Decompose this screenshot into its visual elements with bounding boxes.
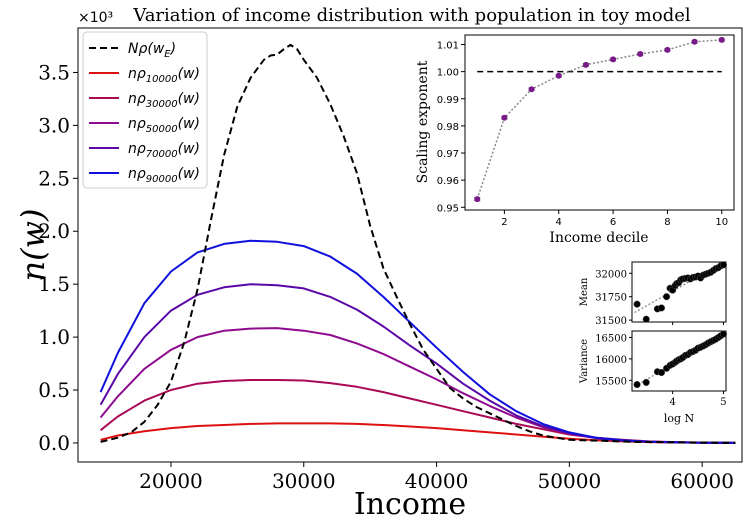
inset-exponent-x-tick-label: 4 <box>556 217 562 228</box>
inset-exponent-y-tick-label: 0.96 <box>437 176 459 187</box>
inset-exponent-y-tick-label: 1.01 <box>437 40 459 51</box>
exponent-point <box>637 50 644 57</box>
legend-label-3: nρ50000(w) <box>128 116 200 135</box>
inset-variance-x-tick-label: 4 <box>669 397 675 408</box>
inset-variance-y-tick-label: 16000 <box>595 355 627 366</box>
inset-mean-point <box>642 315 650 323</box>
exponent-trend-line <box>476 39 722 200</box>
legend-label-5: nρ90000(w) <box>128 166 200 185</box>
inset-variance-point <box>657 369 666 377</box>
y-tick-label: 1.0 <box>38 325 70 349</box>
inset-mean-point <box>657 304 666 312</box>
inset-exponent-y-tick-label: 0.99 <box>437 95 459 106</box>
inset-exponent-x-tick-label: 10 <box>715 217 728 228</box>
inset-exponent-y-tick-label: 0.97 <box>437 149 459 160</box>
y-tick-label: 0.5 <box>38 378 70 402</box>
inset-exponent-y-tick-label: 0.95 <box>437 203 459 214</box>
y-tick-label: 2.0 <box>38 219 70 243</box>
exponent-point <box>610 56 617 63</box>
exponent-point <box>718 36 725 43</box>
exponent-point <box>664 46 671 53</box>
inset-variance-point <box>633 381 641 389</box>
exponent-point <box>528 86 535 93</box>
exponent-point <box>582 61 589 68</box>
inset-mean-y-tick-label: 31500 <box>595 316 627 327</box>
exponent-point <box>501 114 508 121</box>
x-tick-label: 40000 <box>405 469 469 493</box>
exponent-point <box>555 72 562 79</box>
inset-exponent-y-tick-label: 1.00 <box>437 68 459 79</box>
exponent-point <box>474 196 481 203</box>
y-scale-label: ×10³ <box>78 10 113 26</box>
y-tick-label: 0.0 <box>38 431 70 455</box>
inset-exponent-x-tick-label: 2 <box>501 217 507 228</box>
series-line-0 <box>100 43 736 444</box>
inset-mean-point <box>719 261 728 269</box>
main-y-axis-label: n(w) <box>14 209 52 282</box>
inset-exponent-x-tick-label: 6 <box>610 217 616 228</box>
inset-exponent-y-tick-label: 0.98 <box>437 122 459 133</box>
x-tick-label: 30000 <box>272 469 336 493</box>
y-tick-label: 3.0 <box>38 113 70 137</box>
inset-variance-y-tick-label: 16500 <box>595 333 627 344</box>
x-tick-label: 20000 <box>139 469 203 493</box>
legend-label-2: nρ30000(w) <box>128 91 200 110</box>
inset-exponent-x-label: Income decile <box>549 230 648 246</box>
legend-label-0: Nρ(wE) <box>128 41 176 60</box>
legend-label-4: nρ70000(w) <box>128 141 200 160</box>
inset-mean-point <box>663 293 671 301</box>
inset-variance-x-tick-label: 5 <box>720 397 726 408</box>
x-tick-label: 50000 <box>538 469 602 493</box>
inset-exponent-plot-area <box>464 34 735 211</box>
inset-exponent-y-label: Scaling exponent <box>415 60 431 183</box>
exponent-point <box>691 38 698 45</box>
legend-label-1: nρ10000(w) <box>128 66 200 85</box>
y-tick-label: 3.5 <box>38 60 70 84</box>
inset-mean-y-label: Mean <box>579 277 590 306</box>
x-tick-label: 60000 <box>670 469 734 493</box>
chart-title: Variation of income distribution with po… <box>132 5 691 26</box>
main-x-axis-label: Income <box>354 487 466 522</box>
inset-mean-y-tick-label: 31750 <box>595 293 627 304</box>
legend: Nρ(wE) nρ10000(w) nρ30000(w) nρ50000(w) nρ70… <box>82 31 208 189</box>
y-tick-label: 1.5 <box>38 272 70 296</box>
inset-variance-point <box>719 330 728 338</box>
inset-variance-y-tick-label: 15500 <box>595 376 627 387</box>
inset-variance-x-label: log N <box>664 412 695 425</box>
inset-mean-point <box>633 300 641 308</box>
inset-exponent-x-tick-label: 8 <box>664 217 670 228</box>
inset-variance-y-label: Variance <box>579 339 590 384</box>
inset-mean-y-tick-label: 32000 <box>595 269 627 280</box>
inset-variance-point <box>642 378 650 386</box>
y-tick-label: 2.5 <box>38 166 70 190</box>
inset-mean-fit-line <box>634 261 726 314</box>
